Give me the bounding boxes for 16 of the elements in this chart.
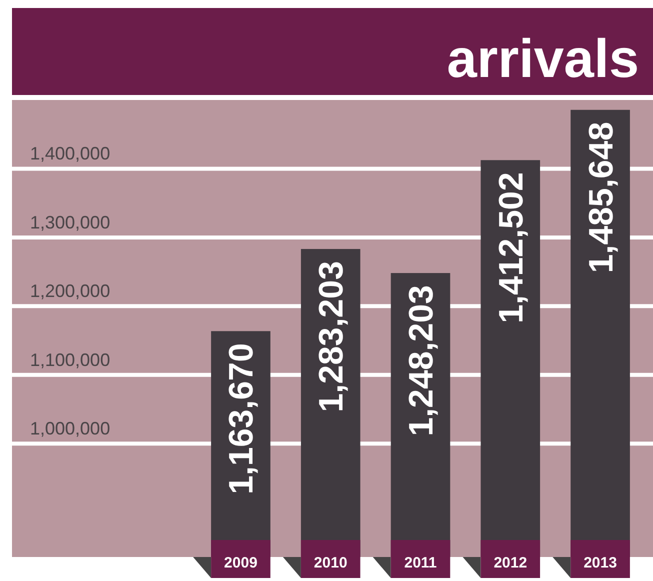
data-label: 1,163,670 xyxy=(222,343,261,494)
data-label: 1,283,203 xyxy=(312,260,351,412)
x-tick-label: 2010 xyxy=(314,554,348,572)
data-label: 1,412,502 xyxy=(492,172,530,324)
y-tick-label: 1,000,000 xyxy=(30,418,110,439)
data-label: 1,248,203 xyxy=(402,285,440,436)
x-tick-label: 2012 xyxy=(494,554,528,572)
chart-title: arrivals xyxy=(446,29,639,89)
x-tick-label: 2009 xyxy=(224,554,258,572)
x-tick-label: 2011 xyxy=(404,554,437,572)
y-tick-label: 1,100,000 xyxy=(30,350,110,370)
y-tick-label: 1,200,000 xyxy=(30,281,110,302)
y-tick-label: 1,300,000 xyxy=(30,212,110,232)
y-tick-label: 1,400,000 xyxy=(30,144,110,164)
x-tick-label: 2013 xyxy=(584,554,617,572)
data-label: 1,485,648 xyxy=(582,122,620,274)
